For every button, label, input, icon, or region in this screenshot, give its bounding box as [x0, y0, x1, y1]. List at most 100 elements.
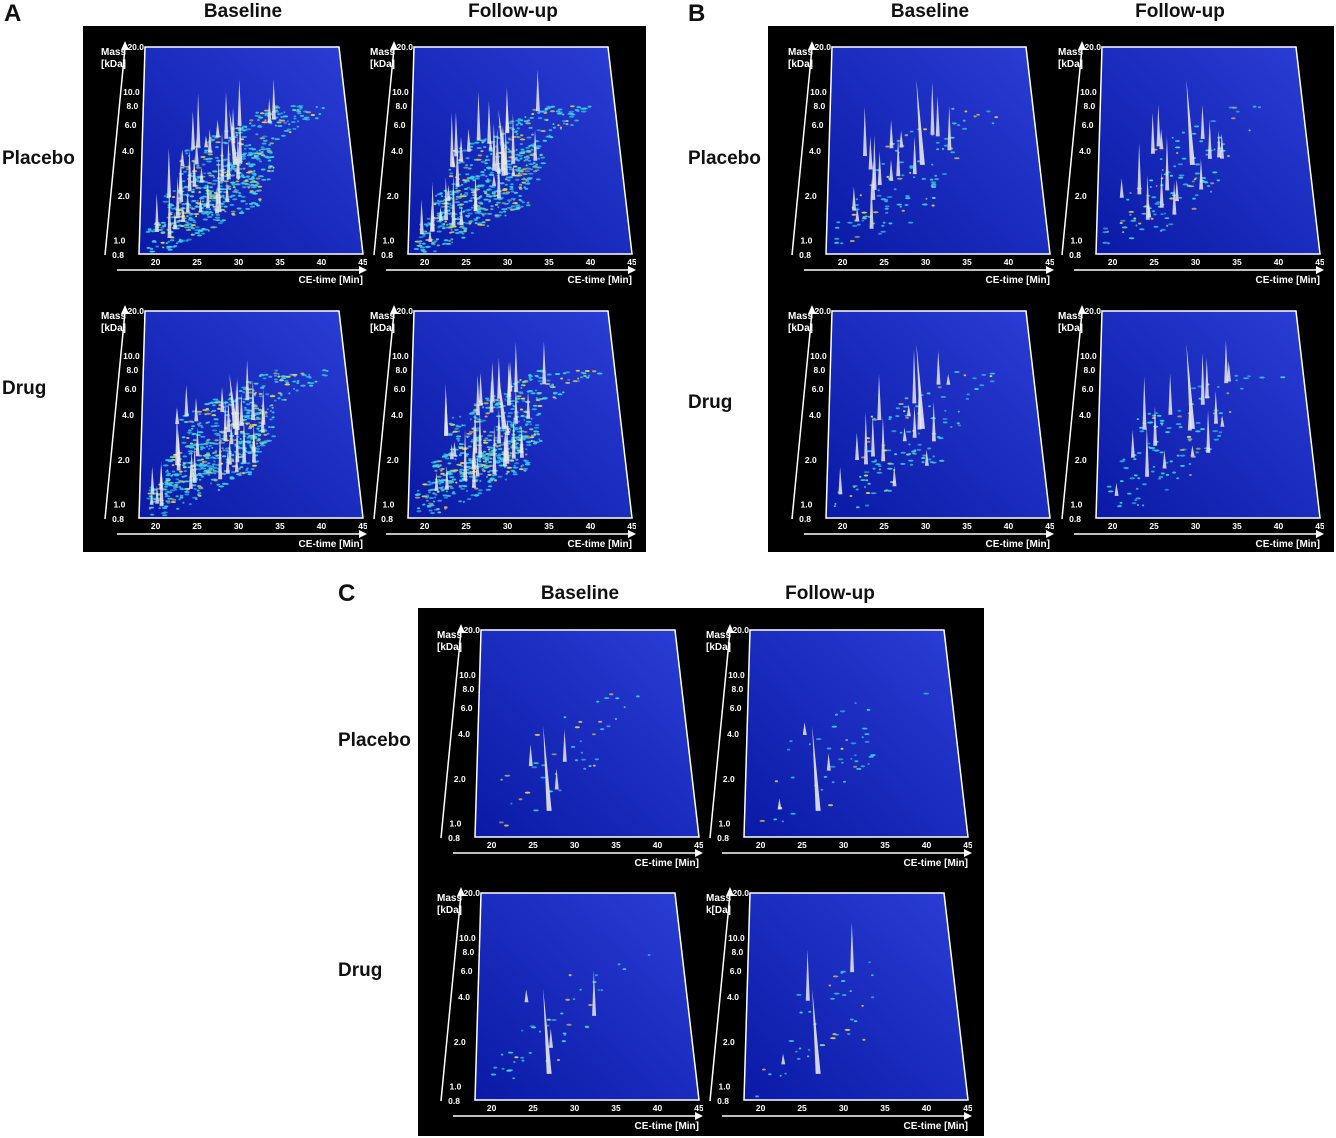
- peptide-spot: [197, 424, 203, 427]
- peptide-spot: [200, 156, 206, 158]
- peptide-spot: [509, 188, 514, 190]
- peptide-spot: [249, 205, 256, 208]
- peptide-spot: [911, 451, 916, 454]
- peptide-spot: [1147, 412, 1152, 415]
- peptide-spot: [231, 471, 236, 474]
- peptide-spot: [249, 181, 253, 184]
- intensity-peak: [475, 456, 480, 477]
- peptide-spot: [520, 119, 524, 122]
- peptide-spot: [580, 751, 584, 754]
- peptide-spot: [536, 392, 542, 395]
- peptide-spot: [492, 192, 495, 195]
- peptide-spot: [963, 374, 967, 377]
- x-tick-label: 20: [420, 521, 430, 531]
- intensity-peak: [877, 373, 882, 421]
- peptide-spot: [515, 148, 518, 151]
- peptide-spot: [559, 126, 562, 129]
- peptide-spot: [868, 961, 871, 964]
- y-axis-arrow: [726, 887, 734, 896]
- peptide-spot: [861, 1004, 864, 1007]
- peptide-spot: [224, 449, 229, 452]
- peptide-spot: [181, 207, 186, 210]
- x-axis-arrow: [1046, 266, 1054, 274]
- peptide-spot: [488, 464, 495, 467]
- peptide-spot: [500, 429, 506, 432]
- peptide-spot: [262, 139, 268, 142]
- peptide-spot: [468, 475, 474, 478]
- x-tick-label: 25: [797, 1103, 807, 1113]
- intensity-peak: [912, 136, 917, 175]
- peptide-spot: [501, 208, 507, 211]
- peptide-spot: [795, 1050, 798, 1053]
- peptide-spot: [477, 465, 484, 468]
- peptide-spot: [525, 158, 529, 161]
- peptide-spot: [521, 400, 526, 402]
- peptide-spot: [1160, 213, 1164, 216]
- panel-a-row-placebo: Placebo: [2, 148, 75, 169]
- peptide-spot: [1142, 483, 1147, 486]
- intensity-peak: [511, 113, 516, 164]
- peptide-spot: [543, 111, 548, 114]
- peptide-spot: [500, 435, 504, 438]
- dominant-peak: [812, 988, 821, 1074]
- peptide-spot: [461, 478, 464, 480]
- peptide-spot: [488, 200, 492, 203]
- intensity-peak: [217, 193, 222, 213]
- peptide-spot: [524, 170, 530, 173]
- peptide-spot: [486, 166, 492, 169]
- peptide-spot: [1169, 197, 1174, 200]
- intensity-peak: [227, 437, 232, 465]
- peptide-spot: [197, 230, 200, 233]
- intensity-peak: [511, 165, 516, 177]
- peptide-spot: [504, 214, 507, 217]
- peptide-spot: [877, 189, 880, 192]
- peptide-spot: [462, 179, 466, 182]
- peptide-spot: [247, 163, 252, 166]
- peptide-spot: [200, 435, 206, 438]
- intensity-peak: [472, 452, 476, 488]
- intensity-peak: [225, 181, 230, 202]
- peptide-spot: [466, 193, 469, 196]
- peptide-spot: [202, 443, 209, 445]
- peptide-spot: [884, 205, 890, 208]
- peptide-spot: [431, 461, 437, 464]
- peptide-spot: [527, 159, 532, 162]
- peptide-spot: [249, 397, 253, 400]
- peptide-spot: [242, 167, 246, 170]
- peptide-spot: [850, 742, 857, 745]
- peptide-spot: [461, 424, 464, 427]
- peptide-spot: [256, 445, 260, 448]
- peptide-spot: [494, 479, 498, 482]
- peptide-spot: [468, 430, 475, 433]
- peptide-spot: [905, 416, 910, 419]
- peptide-spot: [525, 448, 528, 451]
- peptide-spot: [212, 398, 219, 401]
- peptide-spot: [195, 464, 198, 467]
- peptide-spot: [480, 160, 486, 163]
- peptide-spot: [277, 125, 283, 127]
- peptide-spot: [864, 215, 868, 218]
- peptide-spot: [519, 157, 523, 160]
- peptide-spot: [1188, 463, 1192, 465]
- peptide-spot: [432, 492, 436, 495]
- peptide-spot: [1166, 427, 1172, 429]
- x-tick-label: 25: [192, 521, 202, 531]
- peptide-spot: [523, 467, 528, 470]
- peptide-spot: [600, 728, 605, 731]
- peptide-spot: [522, 380, 527, 383]
- peptide-spot: [165, 470, 170, 473]
- intensity-peak: [236, 133, 241, 179]
- intensity-peak: [463, 429, 468, 481]
- y-tick-label: 4.0: [458, 992, 470, 1002]
- peptide-spot: [464, 192, 469, 194]
- peptide-spot: [991, 122, 995, 125]
- peptide-spot: [209, 186, 213, 189]
- peptide-spot: [178, 209, 184, 212]
- peptide-spot: [179, 486, 181, 488]
- y-axis-title: Mass: [101, 311, 126, 322]
- peptide-spot: [160, 241, 165, 244]
- peptide-spot: [250, 186, 257, 189]
- peptide-spot: [268, 143, 272, 146]
- peptide-spot: [562, 1032, 567, 1035]
